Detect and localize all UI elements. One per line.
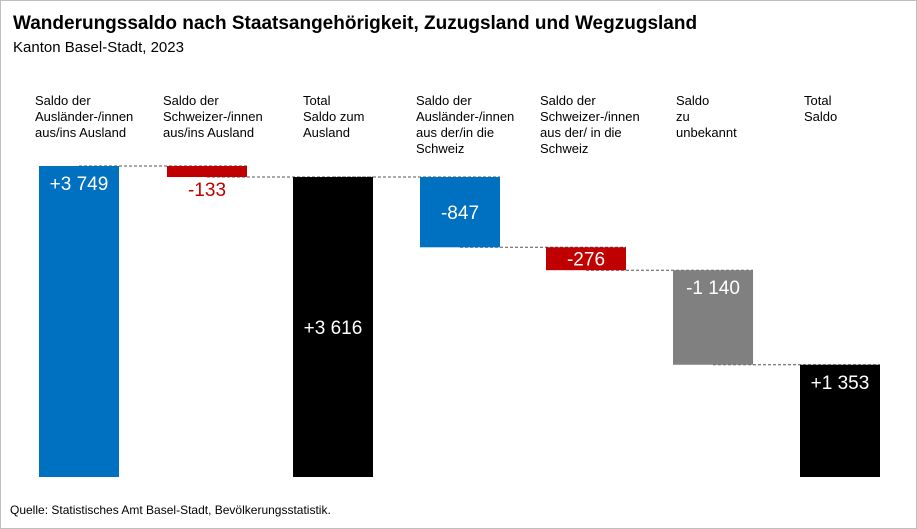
bar <box>167 166 247 178</box>
category-header-line: Saldo der <box>416 93 472 108</box>
bar <box>546 247 626 271</box>
category-header-line: Saldo der <box>540 93 596 108</box>
category-header: Saldo der Schweizer-/innen aus/ins Ausland <box>163 93 263 141</box>
category-header-line: zu <box>676 109 690 124</box>
category-header-line: Saldo der <box>35 93 91 108</box>
chart-subtitle: Kanton Basel-Stadt, 2023 <box>13 39 184 56</box>
category-header-line: Ausländer-/innen <box>35 109 134 124</box>
category-header-line: Ausländer-/innen <box>416 109 515 124</box>
category-header: Saldo der Schweizer-/innen aus der/ in die… <box>540 93 640 157</box>
category-header-line: Total <box>804 93 832 108</box>
data-label: -133 <box>188 180 226 201</box>
category-header-line: aus/ins Ausland <box>35 125 127 140</box>
bar <box>293 177 373 477</box>
category-header-line: Saldo <box>804 109 838 124</box>
category-header-line: aus der/ in die <box>540 125 622 140</box>
category-header-line: Saldo zum <box>303 109 365 124</box>
data-label: +1 353 <box>811 373 870 394</box>
category-header-line: Schweiz <box>416 141 465 156</box>
category-header: Total Saldo zum Ausland <box>303 93 364 141</box>
category-header: Saldo der Ausländer-/innen aus/ins Ausland <box>35 93 133 141</box>
category-header-line: unbekannt <box>676 125 737 140</box>
category-header: Total Saldo <box>804 93 837 125</box>
category-header-line: Saldo der <box>163 93 219 108</box>
data-label: -1 140 <box>686 278 740 299</box>
category-header-line: Ausland <box>303 125 350 140</box>
category-header-line: aus der/in die <box>416 125 495 140</box>
category-header-line: aus/ins Ausland <box>163 125 255 140</box>
source-note: Quelle: Statistisches Amt Basel-Stadt, B… <box>10 503 331 517</box>
data-label: -276 <box>567 250 605 271</box>
bar <box>39 166 119 477</box>
category-header-line: Total <box>303 93 331 108</box>
category-header-line: Saldo <box>676 93 710 108</box>
category-header-line: Schweiz <box>540 141 589 156</box>
data-label: +3 749 <box>50 174 109 195</box>
category-header: Saldo der Ausländer-/innen aus der/in die S… <box>416 93 514 157</box>
data-label: -847 <box>441 203 479 224</box>
data-label: +3 616 <box>304 318 363 339</box>
bar <box>800 364 880 477</box>
bar <box>673 270 753 365</box>
bar <box>420 177 500 248</box>
category-header-line: Schweizer-/innen <box>163 109 263 124</box>
category-header: Saldo zu unbekannt <box>676 93 737 141</box>
chart-title: Wanderungssaldo nach Staatsangehörigkeit… <box>13 13 698 34</box>
category-header-line: Schweizer-/innen <box>540 109 640 124</box>
